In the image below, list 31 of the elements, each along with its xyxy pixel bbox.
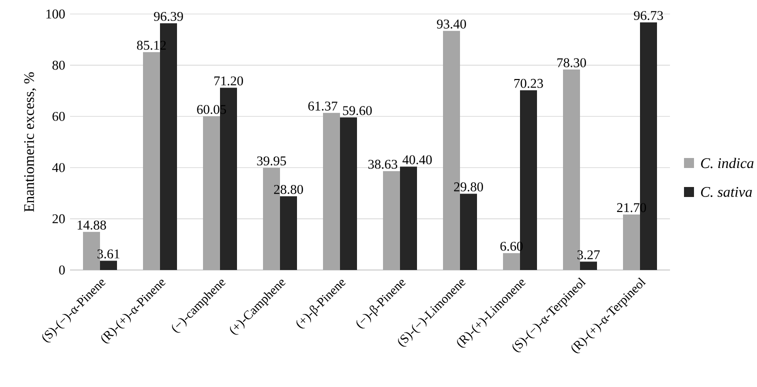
data-label: 3.27	[577, 250, 600, 260]
data-label: 14.88	[78, 220, 106, 230]
data-label: 78.30	[557, 58, 586, 68]
data-label: 93.40	[436, 20, 466, 29]
data-label: 39.95	[257, 156, 286, 166]
legend-label: C. indica	[701, 158, 754, 168]
data-label: 40.40	[402, 155, 432, 164]
data-label: 96.39	[154, 12, 183, 21]
y-tick-label: 80	[52, 60, 65, 70]
bar	[280, 196, 297, 270]
bar	[400, 166, 417, 270]
data-label: 38.63	[368, 160, 398, 169]
data-label: 28.80	[274, 184, 304, 194]
y-tick-label: 0	[59, 266, 65, 274]
data-label: 59.60	[343, 106, 372, 116]
data-label: 29.80	[454, 182, 483, 192]
y-tick-label: 40	[52, 163, 65, 172]
y-tick-label: 100	[46, 10, 65, 18]
data-label: 61.37	[308, 102, 338, 111]
data-label: 71.20	[214, 76, 244, 86]
y-tick-label: 20	[52, 214, 65, 224]
bar	[340, 117, 357, 270]
legend-label: C. sativa	[701, 187, 752, 197]
y-axis-title: Enantiomeric excess, %	[24, 72, 36, 212]
data-label: 96.73	[634, 11, 663, 20]
data-label: 70.23	[514, 78, 543, 88]
data-label: 3.61	[97, 249, 120, 258]
bar	[100, 260, 118, 270]
bar	[460, 194, 477, 270]
bar	[580, 262, 597, 270]
y-tick-label: 60	[52, 112, 65, 121]
